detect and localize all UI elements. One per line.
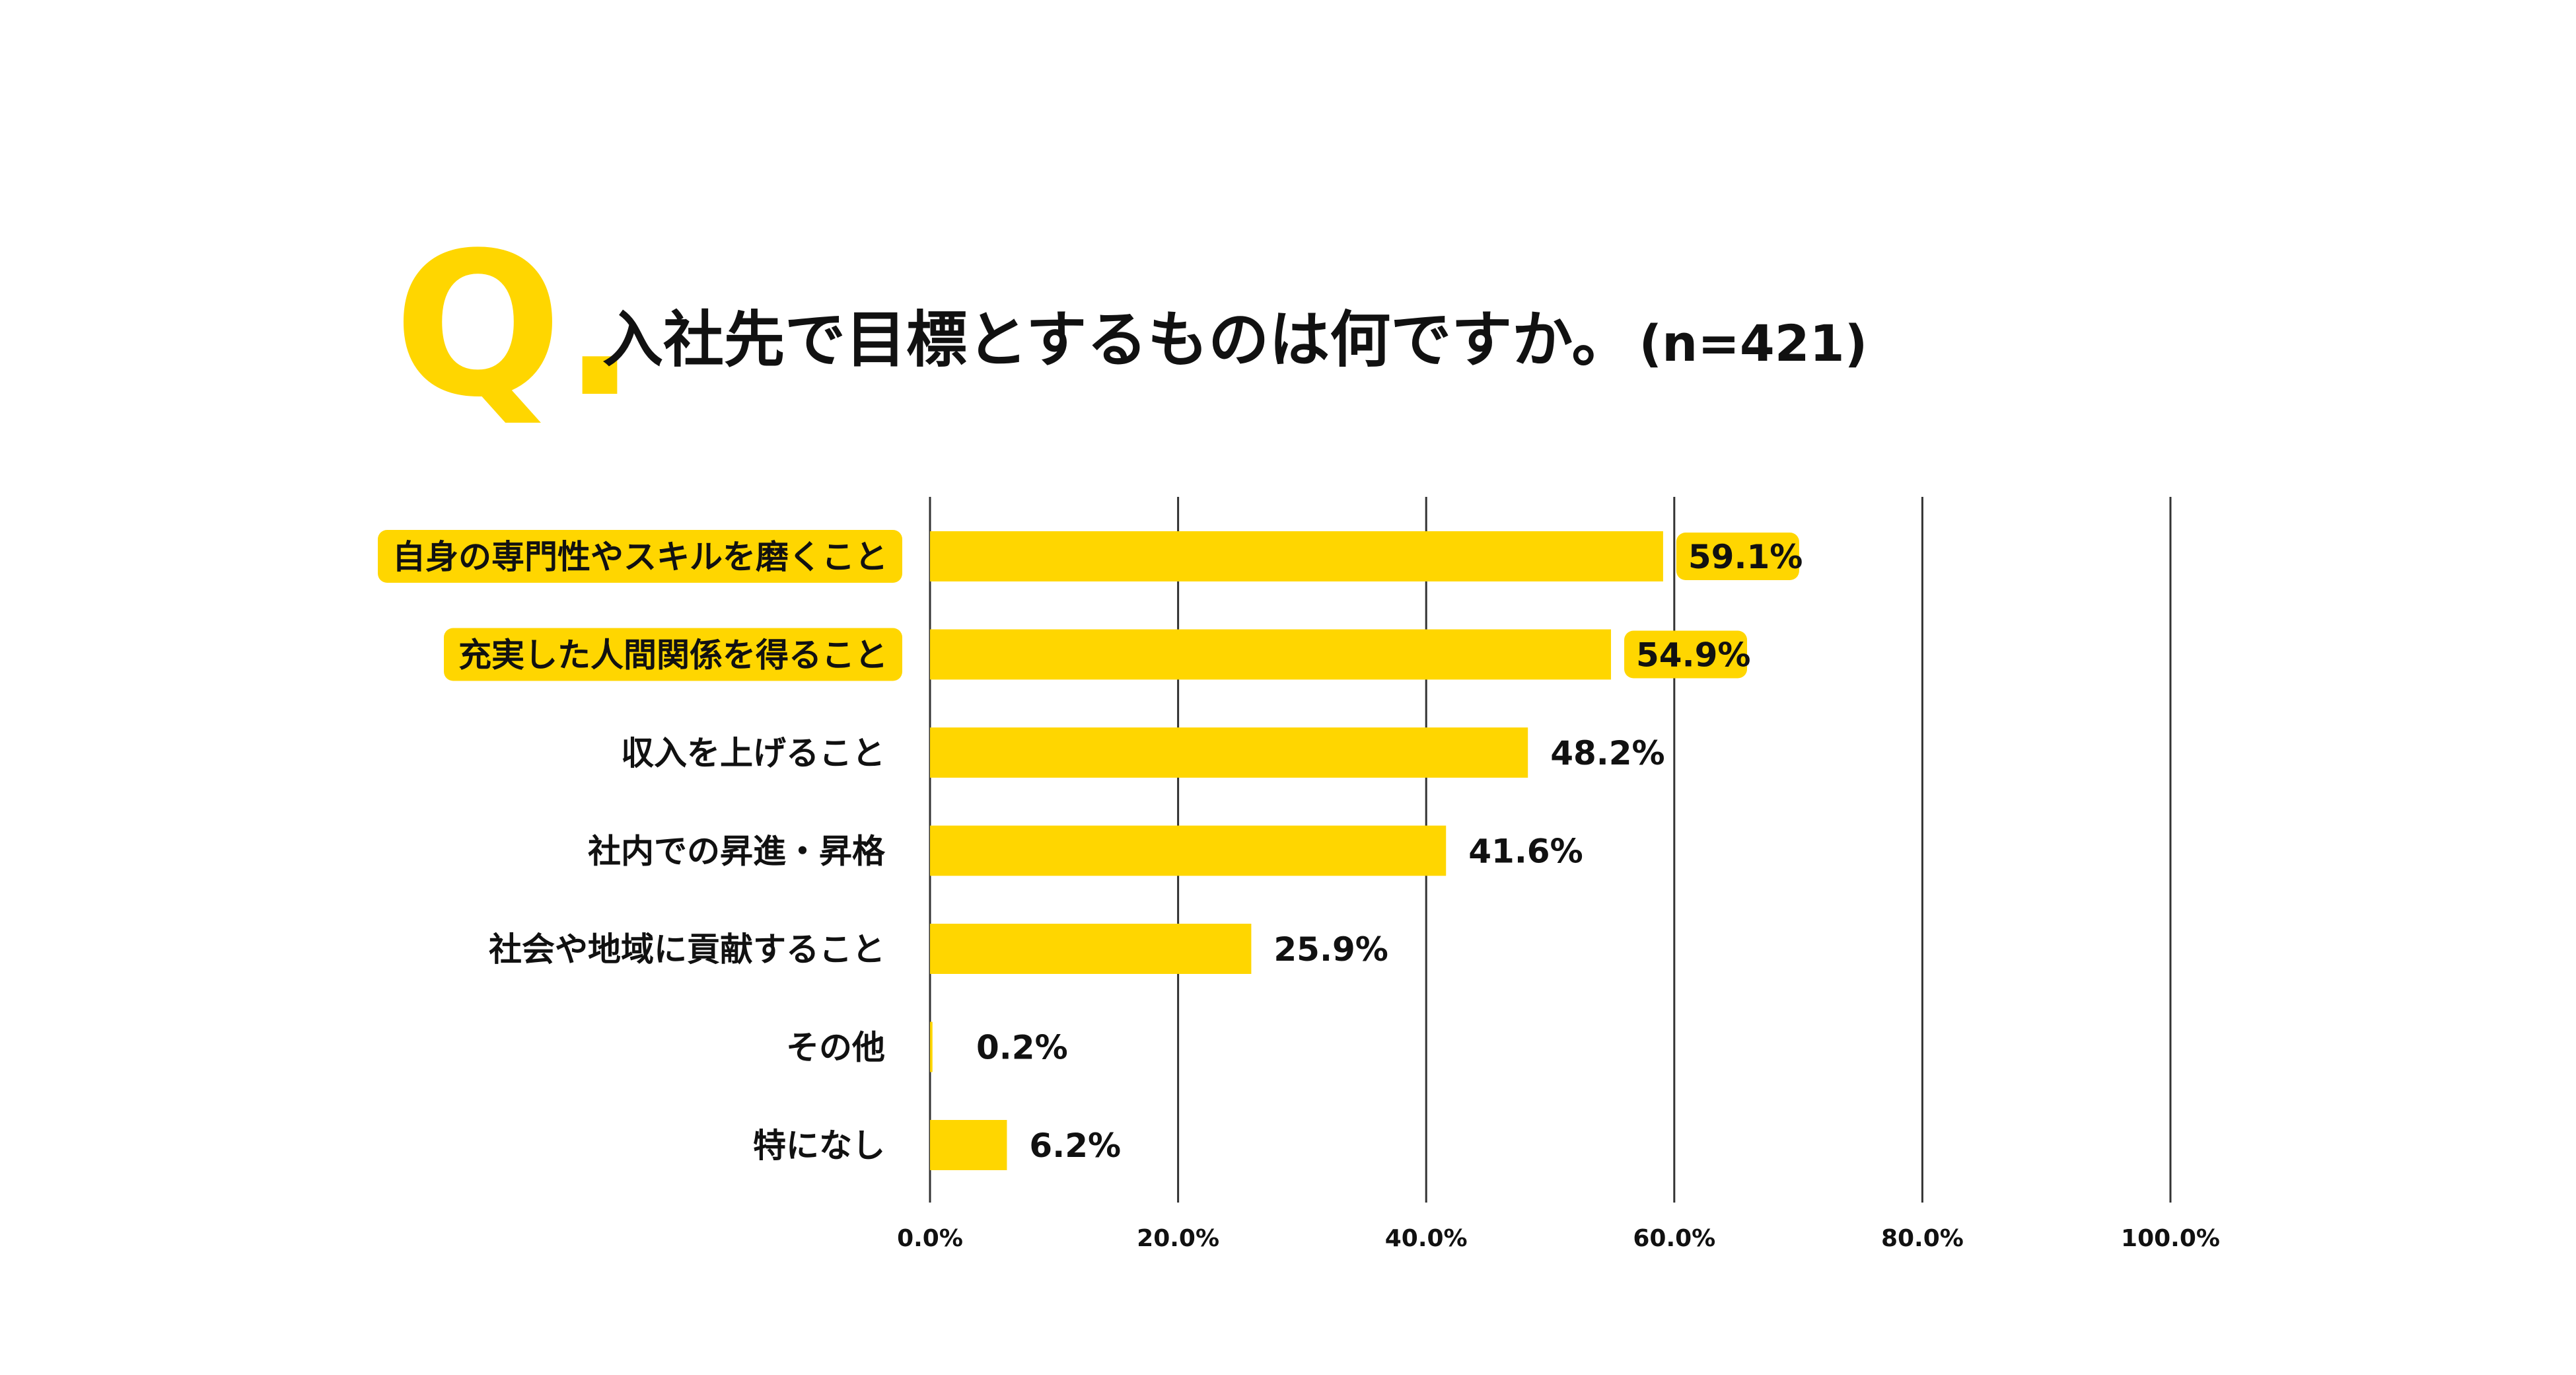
- bar-6: [930, 1120, 1007, 1170]
- x-tick-label-1: 20.0%: [1137, 1225, 1219, 1252]
- x-axis-ticks: 0.0% 20.0% 40.0% 60.0% 80.0% 100.0%: [897, 1225, 2220, 1252]
- category-label-2: 収入を上げること: [621, 734, 885, 772]
- bar-5: [930, 1022, 933, 1072]
- x-tick-label-0: 0.0%: [897, 1225, 963, 1252]
- question-text: 入社先で目標とするものは何ですか。 (n=421): [602, 305, 1867, 375]
- bar-0: [930, 531, 1663, 581]
- value-label-6: 6.2%: [1029, 1127, 1121, 1165]
- bar-3: [930, 825, 1447, 876]
- value-highlight-1: [1624, 630, 1748, 679]
- question-title: 入社先で目標とするものは何ですか。: [602, 305, 1632, 375]
- category-labels: 自身の専門性やスキルを磨くこと充実した人間関係を得ること収入を上げること社内での…: [378, 530, 902, 1165]
- category-highlight-1: [444, 628, 902, 681]
- sample-size: (n=421): [1639, 314, 1867, 373]
- bars: [930, 531, 1663, 1170]
- x-tick-label-4: 80.0%: [1881, 1225, 1964, 1252]
- x-tick-label-2: 40.0%: [1385, 1225, 1468, 1252]
- value-label-1: 54.9%: [1636, 636, 1750, 675]
- value-label-5: 0.2%: [976, 1029, 1068, 1067]
- gridlines: [929, 497, 2172, 1203]
- value-labels: 59.1% 54.9% 48.2% 41.6% 25.9% 0.2% 6.2%: [976, 533, 1803, 1165]
- value-label-3: 41.6%: [1468, 833, 1583, 871]
- value-highlight-0: [1676, 533, 1799, 580]
- value-label-4: 25.9%: [1273, 930, 1388, 969]
- bar-2: [930, 727, 1528, 778]
- category-label-0: 自身の専門性やスキルを磨くこと: [392, 538, 888, 576]
- category-label-3: 社内での昇進・昇格: [588, 833, 886, 871]
- q-mark: Q.: [394, 210, 637, 441]
- bar-4: [930, 924, 1252, 974]
- category-highlight-0: [378, 530, 902, 583]
- x-tick-label-5: 100.0%: [2121, 1225, 2220, 1252]
- category-label-5: その他: [786, 1029, 885, 1067]
- bar-1: [930, 629, 1612, 680]
- question-header: Q. 入社先で目標とするものは何ですか。 (n=421): [394, 210, 1867, 441]
- category-label-4: 社会や地域に貢献すること: [489, 930, 885, 969]
- value-label-2: 48.2%: [1550, 734, 1664, 772]
- x-tick-label-3: 60.0%: [1633, 1225, 1715, 1252]
- value-label-0: 59.1%: [1688, 538, 1803, 576]
- category-label-6: 特になし: [753, 1127, 885, 1165]
- category-label-1: 充実した人間関係を得ること: [458, 636, 888, 675]
